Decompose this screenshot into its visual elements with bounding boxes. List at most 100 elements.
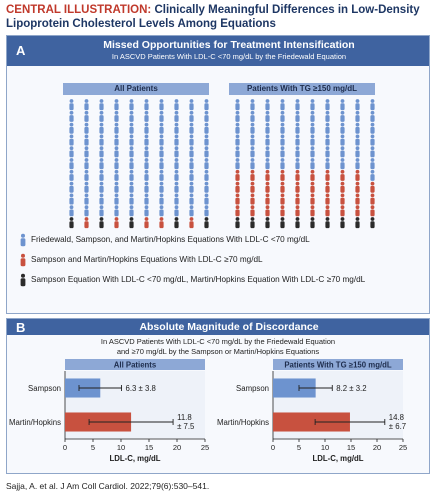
patient-icon (114, 158, 119, 170)
patient-icon (310, 205, 315, 217)
patient-icon (310, 122, 315, 134)
x-tick-label: 10 (321, 443, 329, 452)
panel-b-title: Absolute Magnitude of Discordance (139, 321, 319, 333)
patient-icon (310, 146, 315, 158)
patient-icon (235, 217, 240, 229)
patient-icon (250, 169, 255, 181)
patient-icon (174, 217, 179, 229)
patient-icon (129, 134, 134, 146)
patient-icon (265, 99, 270, 111)
patient-icon (84, 181, 89, 193)
patient-icon-grid (69, 99, 375, 229)
panel-b: B Absolute Magnitude of Discordance In A… (6, 318, 430, 474)
patient-icon (174, 169, 179, 181)
group-label-tg-patients: Patients With TG ≥150 mg/dL (229, 83, 375, 95)
chart-title-bar (65, 359, 205, 370)
x-tick-label: 20 (173, 443, 181, 452)
patient-icon (370, 158, 375, 170)
x-tick-label: 0 (271, 443, 275, 452)
category-label: Martin/Hopkins (217, 418, 269, 427)
patient-icon (370, 110, 375, 122)
patient-icon (189, 110, 194, 122)
black-person-icon (20, 273, 26, 287)
patient-icon (295, 217, 300, 229)
data-label: 6.3 ± 3.8 (126, 384, 156, 393)
patient-icon (340, 158, 345, 170)
patient-icon (310, 158, 315, 170)
data-label: ± 6.7 (389, 422, 406, 431)
category-label: Martin/Hopkins (9, 418, 61, 427)
patient-icon (280, 205, 285, 217)
patient-icon (280, 99, 285, 111)
patient-icon (159, 193, 164, 205)
patient-icon (159, 169, 164, 181)
header-line-1: CENTRAL ILLUSTRATION: Clinically Meaning… (6, 3, 430, 17)
patient-icon (340, 122, 345, 134)
panel-a-title: Missed Opportunities for Treatment Inten… (103, 39, 355, 51)
patient-icon (265, 205, 270, 217)
patient-icon (204, 205, 209, 217)
x-tick-label: 25 (201, 443, 209, 452)
patient-icon (295, 134, 300, 146)
patient-icon (250, 217, 255, 229)
patient-icon (250, 158, 255, 170)
patient-icon (235, 99, 240, 111)
patient-icon (84, 217, 89, 229)
patient-icon (69, 99, 74, 111)
patient-icon (325, 146, 330, 158)
patient-icon (235, 181, 240, 193)
patient-icon (144, 110, 149, 122)
patient-icon (370, 134, 375, 146)
patient-icon (114, 181, 119, 193)
patient-icon (69, 217, 74, 229)
patient-icon (340, 146, 345, 158)
data-label: 14.8 (389, 413, 404, 422)
x-tick-label: 10 (117, 443, 125, 452)
patient-icon (159, 110, 164, 122)
x-tick-label: 15 (145, 443, 153, 452)
patient-icon (355, 110, 360, 122)
patient-icon (310, 134, 315, 146)
patient-icon (280, 193, 285, 205)
patient-icon (84, 169, 89, 181)
illustration-header: CENTRAL ILLUSTRATION: Clinically Meaning… (6, 3, 430, 31)
data-label: 11.8 (177, 413, 192, 422)
patient-icon (99, 134, 104, 146)
patient-icon (295, 169, 300, 181)
patient-icon (189, 193, 194, 205)
patient-icon (355, 158, 360, 170)
patient-icon (189, 158, 194, 170)
patient-icon (280, 217, 285, 229)
patient-icon (310, 99, 315, 111)
patient-icon (265, 110, 270, 122)
group-label-all-patients: All Patients (63, 83, 209, 95)
patient-icon (295, 181, 300, 193)
patient-icon (310, 110, 315, 122)
patient-icon (174, 181, 179, 193)
patient-icon (159, 122, 164, 134)
patient-icon (280, 122, 285, 134)
patient-icon (355, 99, 360, 111)
patient-icon (235, 146, 240, 158)
patient-icon (250, 110, 255, 122)
patient-icon (99, 205, 104, 217)
patient-icon (325, 134, 330, 146)
panel-b-letter: B (16, 320, 26, 335)
panel-b-subtitle-line2: and ≥70 mg/dL by the Sampson or Martin/H… (116, 347, 320, 356)
patient-icon (69, 169, 74, 181)
patient-icon (129, 193, 134, 205)
patient-icon (295, 158, 300, 170)
patient-icon (204, 99, 209, 111)
patient-icon (189, 205, 194, 217)
patient-icon (355, 169, 360, 181)
patient-icon (159, 146, 164, 158)
patient-icon (189, 181, 194, 193)
patient-icon (325, 217, 330, 229)
patient-icon (99, 146, 104, 158)
patient-icon (310, 217, 315, 229)
patient-icon (99, 158, 104, 170)
patient-icon (174, 134, 179, 146)
patient-icon (340, 205, 345, 217)
patient-icon (159, 217, 164, 229)
panel-a-banner: A Missed Opportunities for Treatment Int… (7, 36, 429, 66)
